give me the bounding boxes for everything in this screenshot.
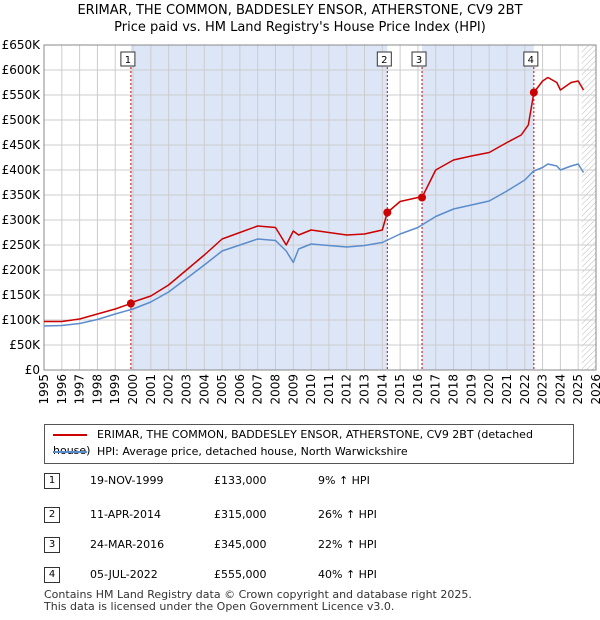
sale-marker-badge <box>523 51 539 67</box>
sale-marker-label: 1 <box>125 55 131 66</box>
shaded-period <box>130 45 388 370</box>
x-tick-label: 2024 <box>553 374 567 405</box>
sale-date: 05-JUL-2022 <box>90 568 158 581</box>
sale-point <box>126 299 135 308</box>
sale-badge: 4 <box>44 567 60 583</box>
x-tick-label: 2016 <box>411 374 425 405</box>
x-tick-label: 2001 <box>144 374 158 405</box>
sale-row: 4 05-JUL-2022 £555,000 40% ↑ HPI <box>0 567 600 587</box>
sale-badge: 3 <box>44 537 60 553</box>
y-tick-label: £200K <box>2 263 42 277</box>
x-tick-label: 2000 <box>126 374 140 405</box>
sale-marker-badge <box>411 51 427 67</box>
projection-hatch <box>581 45 596 370</box>
sale-hpi: 40% ↑ HPI <box>318 568 377 581</box>
sale-hpi: 22% ↑ HPI <box>318 538 377 551</box>
sale-price: £133,000 <box>214 474 267 487</box>
title-line-2: Price paid vs. HM Land Registry's House … <box>114 20 486 35</box>
x-tick-label: 2007 <box>251 374 265 405</box>
sale-marker-badge <box>120 51 136 67</box>
x-tick-label: 1999 <box>108 374 122 405</box>
y-tick-label: £50K <box>9 338 41 352</box>
x-tick-label: 2002 <box>162 374 176 405</box>
x-tick-label: 2025 <box>571 374 585 405</box>
y-tick-label: £150K <box>2 288 42 302</box>
x-tick-label: 2021 <box>500 374 514 405</box>
x-tick-label: 2018 <box>447 374 461 405</box>
legend-item-hpi: HPI: Average price, detached house, Nort… <box>53 444 408 460</box>
x-tick-label: 2010 <box>304 374 318 405</box>
sale-price: £315,000 <box>214 508 267 521</box>
legend-label-property: ERIMAR, THE COMMON, BADDESLEY ENSOR, ATH… <box>53 428 533 457</box>
x-tick-label: 2017 <box>429 374 443 405</box>
y-tick-label: £650K <box>2 38 42 52</box>
x-tick-label: 2005 <box>215 374 229 405</box>
sale-hpi: 9% ↑ HPI <box>318 474 370 487</box>
y-tick-label: £350K <box>2 188 42 202</box>
x-tick-label: 2012 <box>340 374 354 405</box>
sale-marker-label: 4 <box>528 55 534 66</box>
legend-swatch-hpi <box>53 451 87 453</box>
y-tick-label: £100K <box>2 313 42 327</box>
x-tick-label: 2009 <box>286 374 300 405</box>
plot-frame <box>43 44 597 371</box>
y-tick-label: £600K <box>2 63 42 77</box>
x-tick-label: 2003 <box>179 374 193 405</box>
sale-badge: 1 <box>44 473 60 489</box>
sale-point <box>383 208 392 217</box>
x-tick-label: 2013 <box>358 374 372 405</box>
y-tick-label: £550K <box>2 88 42 102</box>
legend-label-hpi: HPI: Average price, detached house, Nort… <box>97 445 408 458</box>
legend: ERIMAR, THE COMMON, BADDESLEY ENSOR, ATH… <box>44 424 574 464</box>
x-tick-label: 2004 <box>197 374 211 405</box>
x-tick-label: 1997 <box>73 374 87 405</box>
x-tick-label: 1998 <box>90 374 104 405</box>
x-tick-label: 1995 <box>37 374 51 405</box>
sale-row: 2 11-APR-2014 £315,000 26% ↑ HPI <box>0 507 600 527</box>
footer-line-1: Contains HM Land Registry data © Crown c… <box>44 588 472 601</box>
x-tick-label: 2019 <box>464 374 478 405</box>
sale-date: 11-APR-2014 <box>90 508 162 521</box>
legend-swatch-property <box>53 434 87 436</box>
x-tick-label: 2020 <box>482 374 496 405</box>
sale-price: £555,000 <box>214 568 267 581</box>
sale-price: £345,000 <box>214 538 267 551</box>
x-tick-label: 2008 <box>268 374 282 405</box>
legend-item-property: ERIMAR, THE COMMON, BADDESLEY ENSOR, ATH… <box>53 427 573 457</box>
shaded-period <box>422 45 534 370</box>
title-line-1: ERIMAR, THE COMMON, BADDESLEY ENSOR, ATH… <box>77 3 523 18</box>
footer-note: Contains HM Land Registry data © Crown c… <box>44 589 472 613</box>
x-tick-label: 1996 <box>55 374 69 405</box>
sale-hpi: 26% ↑ HPI <box>318 508 377 521</box>
x-tick-label: 2015 <box>393 374 407 405</box>
price-chart: £0 £50K £100K £150K £200K £250K £300K £350K £400… <box>2 38 600 405</box>
x-tick-label: 2022 <box>518 374 532 405</box>
y-tick-label: £0 <box>25 363 40 377</box>
footer-line-2: This data is licensed under the Open Gov… <box>44 600 395 613</box>
x-tick-label: 2014 <box>375 374 389 405</box>
y-tick-label: £450K <box>2 138 42 152</box>
x-tick-label: 2026 <box>589 374 600 405</box>
sale-marker-badge <box>376 51 392 67</box>
y-tick-label: £300K <box>2 213 42 227</box>
hpi-line <box>43 163 585 327</box>
sale-badge: 2 <box>44 507 60 523</box>
sale-row: 1 19-NOV-1999 £133,000 9% ↑ HPI <box>0 473 600 493</box>
y-tick-label: £400K <box>2 163 42 177</box>
sale-date: 24-MAR-2016 <box>90 538 165 551</box>
x-tick-label: 2006 <box>233 374 247 405</box>
y-tick-label: £250K <box>2 238 42 252</box>
sale-point <box>418 193 427 202</box>
sale-point <box>529 88 538 97</box>
x-tick-label: 2011 <box>322 374 336 405</box>
sale-marker-label: 2 <box>381 55 387 66</box>
x-tick-label: 2023 <box>536 374 550 405</box>
sale-date: 19-NOV-1999 <box>90 474 164 487</box>
y-tick-label: £500K <box>2 113 42 127</box>
sale-row: 3 24-MAR-2016 £345,000 22% ↑ HPI <box>0 537 600 557</box>
sale-marker-label: 3 <box>416 55 422 66</box>
